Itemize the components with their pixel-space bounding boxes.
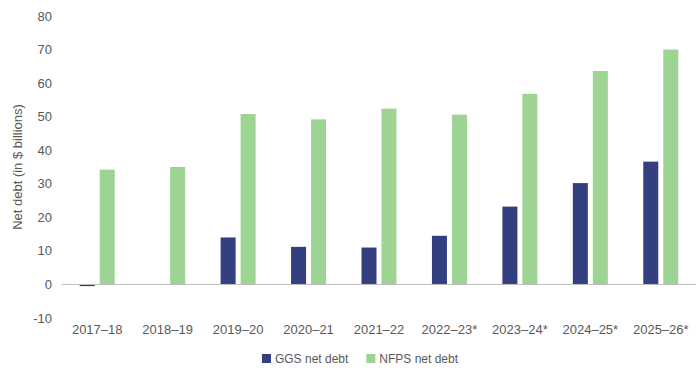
x-tick-label: 2023–24* xyxy=(492,322,548,337)
zero-line xyxy=(62,284,696,285)
x-tick-label: 2022–23* xyxy=(422,322,478,337)
x-tick-label: 2021–22 xyxy=(354,322,405,337)
bar xyxy=(221,237,236,284)
chart: -10 0 10 20 30 40 50 60 70 80 Net debt (in $ billi… xyxy=(0,0,700,378)
y-tick-label: 10 xyxy=(38,243,52,258)
x-tick-label: 2017–18 xyxy=(72,322,123,337)
y-tick-label: 80 xyxy=(38,9,52,24)
bar xyxy=(502,207,517,285)
legend-swatch xyxy=(366,354,375,363)
y-tick-label: 70 xyxy=(38,42,52,57)
y-tick-label: -10 xyxy=(33,311,52,326)
legend: GGS net debt NFPS net debt xyxy=(262,352,459,366)
y-tick-label: 50 xyxy=(38,109,52,124)
legend-swatch xyxy=(262,354,271,363)
y-tick-label: 0 xyxy=(45,277,52,292)
y-axis-label: Net debt (in $ billions) xyxy=(10,104,25,230)
bar xyxy=(432,236,447,285)
bars xyxy=(80,50,679,287)
y-tick-label: 30 xyxy=(38,176,52,191)
legend-label: NFPS net debt xyxy=(379,352,458,366)
x-tick-label: 2025–26* xyxy=(633,322,689,337)
bar xyxy=(573,183,588,284)
legend-item: GGS net debt xyxy=(262,352,349,366)
bar xyxy=(100,170,115,285)
bar xyxy=(382,109,397,285)
y-tick-label: 40 xyxy=(38,143,52,158)
bar xyxy=(311,119,326,284)
bar xyxy=(291,247,306,285)
y-tick-label: 20 xyxy=(38,210,52,225)
bar xyxy=(663,50,678,285)
bar xyxy=(522,94,537,285)
y-tick-label: 60 xyxy=(38,76,52,91)
x-tick-label: 2018–19 xyxy=(142,322,193,337)
bar xyxy=(643,162,658,285)
legend-label: GGS net debt xyxy=(275,352,349,366)
legend-item: NFPS net debt xyxy=(366,352,458,366)
bar xyxy=(593,71,608,284)
bar xyxy=(362,248,377,285)
chart-container: -10 0 10 20 30 40 50 60 70 80 Net debt (in $ billi… xyxy=(0,0,700,378)
x-tick-label: 2020–21 xyxy=(283,322,334,337)
bar xyxy=(452,115,467,285)
bar xyxy=(170,167,185,284)
bar xyxy=(241,114,256,284)
x-tick-label: 2019–20 xyxy=(213,322,264,337)
x-tick-label: 2024–25* xyxy=(562,322,618,337)
